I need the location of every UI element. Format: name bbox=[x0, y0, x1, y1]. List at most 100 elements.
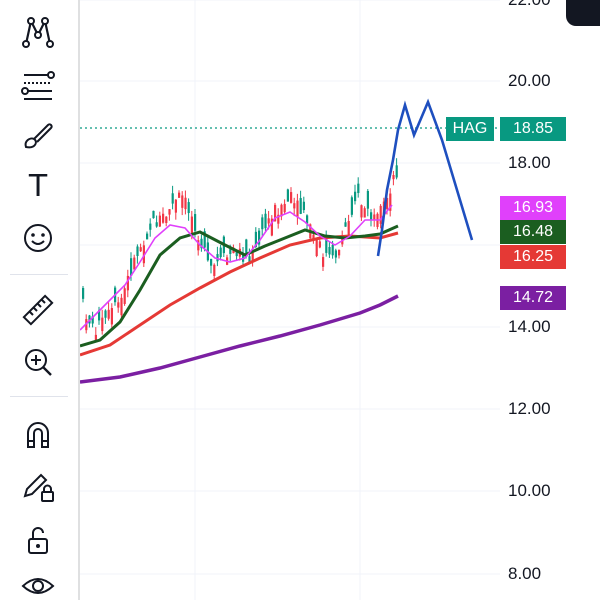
candle-body bbox=[101, 317, 104, 332]
candle-body bbox=[117, 302, 120, 308]
zoom-in-icon bbox=[25, 349, 52, 376]
candle-body bbox=[370, 212, 373, 220]
ma-green-line bbox=[80, 224, 399, 348]
candle-body bbox=[171, 193, 174, 204]
price-tick: 22.00 bbox=[508, 0, 551, 10]
candle-body bbox=[373, 214, 376, 220]
candle-body bbox=[187, 202, 190, 214]
candle-body bbox=[213, 264, 216, 276]
candle-body bbox=[130, 258, 133, 276]
candle-body bbox=[299, 198, 302, 214]
fib-retracement-tool[interactable] bbox=[18, 66, 58, 106]
candle-body bbox=[82, 287, 85, 299]
pattern-icon bbox=[22, 17, 54, 48]
candle-body bbox=[168, 209, 171, 215]
candle-body bbox=[123, 288, 126, 304]
candle-body bbox=[386, 198, 389, 209]
candle-body bbox=[344, 222, 347, 227]
candle-body bbox=[136, 246, 139, 256]
candle-body bbox=[283, 203, 286, 213]
candle-body bbox=[216, 254, 219, 262]
corner-button[interactable] bbox=[566, 0, 600, 26]
candle-body bbox=[306, 215, 309, 224]
zoom-in-tool[interactable] bbox=[18, 342, 58, 382]
candle-body bbox=[363, 208, 366, 218]
price-tick: 10.00 bbox=[508, 481, 551, 500]
candle-body bbox=[229, 249, 232, 254]
indicator-label-magenta: 16.93 bbox=[500, 196, 566, 220]
candle-body bbox=[104, 310, 107, 318]
drawing-toolbar: T bbox=[0, 0, 78, 600]
price-tick: 8.00 bbox=[508, 564, 542, 583]
lock-icon bbox=[28, 527, 48, 554]
candle-body bbox=[197, 240, 200, 251]
candle-body bbox=[200, 238, 203, 249]
candle-body bbox=[245, 239, 248, 257]
candle-body bbox=[251, 252, 254, 262]
candle-body bbox=[158, 215, 161, 227]
candle-body bbox=[338, 249, 341, 256]
candle-body bbox=[389, 193, 392, 211]
candle-body bbox=[347, 220, 350, 236]
candle-body bbox=[290, 192, 293, 203]
candle-body bbox=[203, 231, 206, 248]
candle-body bbox=[210, 258, 213, 266]
lock-drawings-tool[interactable] bbox=[18, 466, 58, 506]
candle-body bbox=[392, 175, 395, 180]
candle-body bbox=[133, 257, 136, 270]
candle-body bbox=[184, 197, 187, 210]
candle-body bbox=[379, 205, 382, 224]
indicator-label-green: 16.48 bbox=[500, 220, 566, 244]
price-axis[interactable]: 22.00 20.00 18.00 14.00 12.00 10.00 8.00 bbox=[500, 0, 600, 600]
candle-body bbox=[322, 257, 325, 267]
candle-body bbox=[274, 204, 277, 222]
magnet-icon bbox=[27, 422, 49, 448]
candle-body bbox=[360, 205, 363, 218]
toolbar-separator bbox=[10, 274, 68, 275]
candlesticks bbox=[82, 158, 398, 343]
chart-grid bbox=[80, 0, 500, 600]
candle-body bbox=[139, 247, 142, 252]
text-tool[interactable]: T bbox=[18, 166, 58, 206]
brush-icon bbox=[24, 123, 53, 149]
candle-body bbox=[350, 197, 353, 215]
measure-tool[interactable] bbox=[18, 290, 58, 330]
ma-magenta-line bbox=[80, 204, 393, 331]
hide-drawings-tool[interactable] bbox=[18, 566, 58, 606]
symbol-ticker-badge: HAG bbox=[446, 117, 494, 141]
candle-body bbox=[334, 250, 337, 258]
candle-body bbox=[149, 223, 152, 230]
toolbar-separator bbox=[10, 396, 68, 397]
projection-path bbox=[376, 98, 474, 257]
candle-body bbox=[270, 218, 273, 236]
candle-body bbox=[120, 297, 123, 316]
candle-body bbox=[94, 334, 97, 342]
candle-body bbox=[254, 231, 257, 247]
candle-body bbox=[235, 250, 238, 257]
lock-tool[interactable] bbox=[18, 520, 58, 560]
candle-body bbox=[267, 218, 270, 224]
brush-tool[interactable] bbox=[18, 116, 58, 156]
text-icon: T bbox=[28, 168, 48, 204]
candle-body bbox=[98, 310, 101, 321]
candle-body bbox=[194, 214, 197, 231]
candle-body bbox=[162, 213, 165, 223]
pattern-tool[interactable] bbox=[18, 12, 58, 52]
candle-body bbox=[331, 244, 334, 256]
candle-body bbox=[152, 210, 155, 219]
price-tick: 14.00 bbox=[508, 317, 551, 336]
emoji-tool[interactable] bbox=[18, 218, 58, 258]
candle-body bbox=[264, 213, 267, 229]
candle-body bbox=[280, 204, 283, 217]
candle-body bbox=[312, 234, 315, 240]
magnet-tool[interactable] bbox=[18, 414, 58, 454]
price-chart[interactable] bbox=[80, 0, 500, 600]
candle-body bbox=[261, 217, 264, 230]
candle-body bbox=[181, 195, 184, 208]
candle-body bbox=[325, 236, 328, 253]
price-tick: 12.00 bbox=[508, 399, 551, 418]
candle-body bbox=[357, 183, 360, 194]
price-tick: 20.00 bbox=[508, 71, 551, 90]
candle-body bbox=[190, 216, 193, 233]
candle-body bbox=[286, 189, 289, 202]
